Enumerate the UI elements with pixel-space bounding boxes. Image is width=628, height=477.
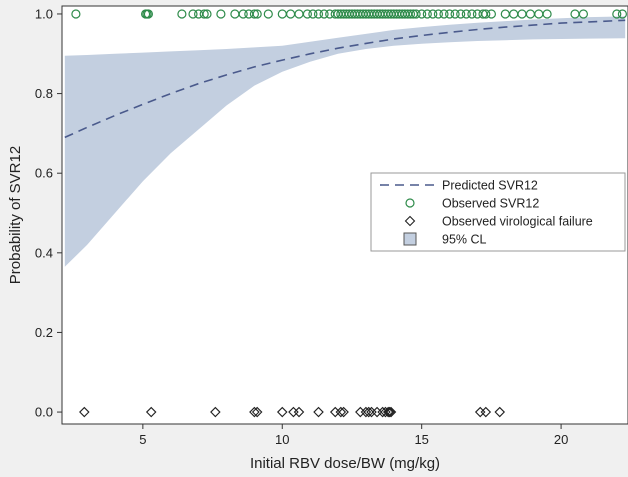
observed-svr12-point [252,9,262,19]
virological-failure-point [293,406,305,418]
y-tick-label: 0.6 [35,166,53,181]
virological-failure-point [249,406,260,418]
legend-swatch-band [403,232,417,246]
virological-failure-point [313,406,324,418]
observed-svr12-point [238,9,248,19]
virological-failure-point [363,406,374,418]
observed-svr12-point [486,9,496,19]
observed-svr12-point [71,9,81,19]
marker-layer [71,9,628,418]
observed-svr12-point [263,9,273,19]
axis-layer: 5 10 15 20 0.0 0.2 0.4 0.6 0.8 1.0 [35,6,568,447]
virological-failure-point [79,406,90,418]
legend-label: Predicted SVR12 [442,179,538,193]
x-tick-label: 20 [554,432,568,447]
virological-failure-point [480,406,492,418]
legend-swatch-observed [405,198,415,208]
x-tick-label: 5 [139,432,146,447]
observed-svr12-point [199,9,209,19]
observed-svr12-point [450,9,460,19]
observed-svr12-point [433,9,443,19]
observed-svr12-point [428,9,438,19]
observed-svr12-point [405,9,416,19]
legend-swatch-failure [404,215,416,227]
observed-svr12-point [439,9,449,19]
virological-failure-point [251,406,263,418]
x-tick-label: 15 [414,432,428,447]
observed-svr12-point [467,9,477,19]
observed-svr12-point [417,9,427,19]
observed-svr12-point [578,9,589,19]
observed-svr12-point [188,9,198,19]
y-tick-label: 0.2 [35,325,53,340]
plot-frame [61,5,628,425]
x-axis-title: Initial RBV dose/BW (mg/kg) [250,455,440,472]
virological-failure-point [276,406,288,418]
observed-svr12-point [319,9,329,19]
observed-svr12-point [216,9,226,19]
observed-svr12-point [143,9,153,19]
virological-failure-point [335,406,347,418]
legend: Predicted SVR12 Observed SVR12 Observed vi… [370,172,626,252]
observed-svr12-point [411,9,421,19]
observed-svr12-point [481,9,491,19]
virological-failure-point [384,406,395,418]
y-axis-title: Probability of SVR12 [7,146,24,284]
observed-svr12-point [202,9,212,19]
observed-svr12-point [617,9,628,19]
observed-svr12-point [445,9,455,19]
observed-svr12-point [177,9,187,19]
x-tick-label: 10 [275,432,289,447]
observed-svr12-point [612,9,622,19]
observed-svr12-point [542,9,552,19]
observed-svr12-point [249,9,259,19]
virological-failure-point [382,406,394,418]
observed-svr12-point [461,9,471,19]
virological-failure-point [210,406,221,418]
observed-svr12-point [456,9,466,19]
observed-svr12-point [302,9,312,19]
virological-failure-point [385,406,397,418]
virological-failure-point [338,406,349,418]
ci-band-area [64,16,626,267]
legend-label: Observed SVR12 [442,197,539,211]
legend-label: 95% CL [442,233,487,247]
observed-svr12-point [308,9,318,19]
observed-svr12-point [313,9,324,19]
y-tick-label: 1.0 [35,6,53,21]
predicted-svr12-line [64,19,626,139]
ci-band-layer [64,16,626,267]
virological-failure-point [494,406,506,418]
virological-failure-point [145,406,157,418]
y-tick-label: 0.8 [35,86,53,101]
observed-svr12-point [422,9,432,19]
y-tick-label: 0.0 [35,405,53,420]
legend-label: Observed virological failure [442,215,593,229]
y-tick-label: 0.4 [35,245,53,260]
predicted-line-layer [64,19,626,139]
